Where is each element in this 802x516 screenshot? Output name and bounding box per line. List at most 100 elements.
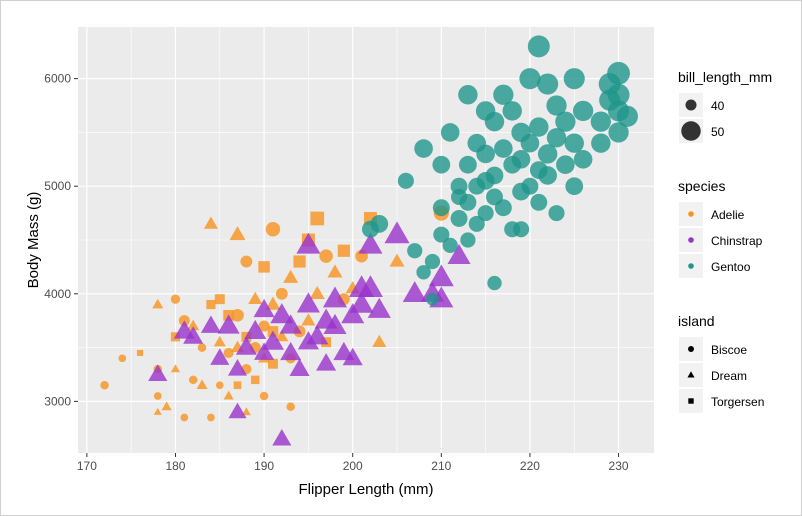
data-point-gentoo — [607, 83, 630, 106]
data-point-gentoo — [546, 95, 567, 116]
data-point-adelie — [215, 381, 224, 390]
x-tick-label: 170 — [77, 459, 97, 473]
y-axis-label: Body Mass (g) — [25, 192, 42, 289]
data-point-chinstrap — [349, 291, 374, 313]
data-point-gentoo — [527, 35, 550, 58]
data-point-chinstrap — [148, 364, 168, 382]
legend-shape-label: Torgersen — [711, 395, 764, 409]
data-point-chinstrap — [270, 303, 294, 324]
y-tick-label: 4000 — [44, 287, 71, 301]
x-tick-label: 220 — [520, 459, 540, 473]
data-point-adelie — [372, 334, 387, 348]
data-point-adelie — [153, 407, 162, 415]
data-point-adelie — [153, 392, 162, 400]
data-point-chinstrap — [357, 275, 383, 297]
data-point-adelie — [213, 335, 226, 347]
data-point-gentoo — [530, 193, 548, 211]
data-point-chinstrap — [428, 264, 454, 287]
data-point-gentoo — [502, 101, 522, 121]
data-point-chinstrap — [296, 232, 321, 254]
data-point-adelie — [275, 287, 288, 300]
legend-color-label: Gentoo — [711, 260, 751, 274]
x-tick-label: 230 — [609, 459, 629, 473]
data-point-gentoo — [458, 85, 478, 105]
legend-color-label: Adelie — [711, 208, 745, 222]
data-point-gentoo — [529, 117, 549, 137]
data-point-gentoo — [432, 199, 450, 217]
legend-color-key — [688, 211, 694, 217]
legend-size-key — [685, 99, 697, 111]
data-point-adelie — [207, 413, 215, 422]
data-point-gentoo — [537, 73, 559, 95]
data-point-gentoo — [487, 275, 502, 291]
data-point-chinstrap — [296, 292, 320, 313]
data-point-gentoo — [521, 177, 539, 195]
legend-size-entries: 40 50 — [679, 93, 725, 143]
data-point-adelie — [233, 381, 242, 390]
legend: bill_length_mm species island 40 50 Adeli… — [678, 69, 772, 413]
data-point-gentoo — [555, 111, 576, 132]
data-point-adelie — [258, 261, 270, 273]
data-point-adelie — [286, 402, 295, 412]
data-point-adelie — [267, 358, 278, 369]
data-point-adelie — [100, 380, 109, 390]
data-point-adelie — [275, 329, 289, 342]
data-point-adelie — [258, 320, 270, 332]
data-point-gentoo — [590, 111, 611, 132]
data-point-adelie — [293, 255, 306, 268]
data-point-gentoo — [468, 215, 485, 232]
data-point-adelie — [161, 401, 172, 411]
data-point-adelie — [187, 319, 200, 331]
data-point-gentoo — [477, 205, 494, 222]
x-tick-label: 190 — [254, 459, 274, 473]
data-point-adelie — [240, 255, 253, 268]
data-point-gentoo — [407, 243, 423, 259]
legend-shape-key — [688, 398, 694, 404]
data-point-gentoo — [426, 292, 439, 306]
data-point-chinstrap — [235, 336, 257, 355]
data-point-chinstrap — [384, 221, 410, 244]
data-point-gentoo — [556, 155, 575, 174]
data-point-gentoo — [459, 193, 477, 211]
data-point-chinstrap — [200, 315, 221, 333]
data-point-gentoo — [397, 172, 414, 189]
data-point-adelie — [229, 226, 246, 241]
data-point-chinstrap — [272, 428, 292, 446]
data-point-chinstrap — [227, 359, 248, 376]
data-point-gentoo — [537, 144, 558, 164]
legend-shape-label: Dream — [711, 369, 747, 383]
data-point-gentoo — [548, 205, 565, 222]
data-point-chinstrap — [358, 232, 383, 254]
data-point-gentoo — [564, 133, 584, 153]
data-point-gentoo — [476, 144, 495, 164]
legend-size-label: 40 — [711, 99, 725, 113]
data-point-gentoo — [450, 177, 468, 195]
data-point-chinstrap — [289, 358, 310, 376]
data-point-adelie — [241, 407, 251, 416]
data-point-adelie — [301, 313, 316, 326]
data-point-chinstrap — [297, 331, 319, 350]
data-point-chinstrap — [323, 313, 347, 334]
legend-shape-title: island — [678, 313, 715, 329]
data-point-adelie — [223, 390, 234, 400]
legend-color-label: Chinstrap — [711, 234, 763, 248]
data-point-adelie — [118, 354, 127, 363]
legend-color-key — [688, 263, 694, 269]
data-point-adelie — [251, 375, 260, 385]
data-point-chinstrap — [254, 342, 275, 360]
data-point-gentoo — [494, 139, 513, 158]
data-point-gentoo — [416, 265, 431, 280]
data-point-adelie — [188, 375, 198, 385]
data-point-gentoo — [607, 61, 630, 85]
data-point-adelie — [283, 269, 299, 283]
data-point-adelie — [196, 379, 208, 390]
data-point-gentoo — [519, 68, 541, 90]
data-point-gentoo — [442, 237, 458, 253]
data-point-adelie — [197, 343, 207, 352]
data-point-gentoo — [440, 123, 460, 142]
data-point-gentoo — [591, 133, 611, 153]
data-point-adelie — [337, 244, 350, 257]
data-point-adelie — [170, 294, 181, 304]
data-point-gentoo — [608, 122, 629, 143]
legend-color-entries: Adelie Chinstrap Gentoo — [679, 202, 763, 278]
